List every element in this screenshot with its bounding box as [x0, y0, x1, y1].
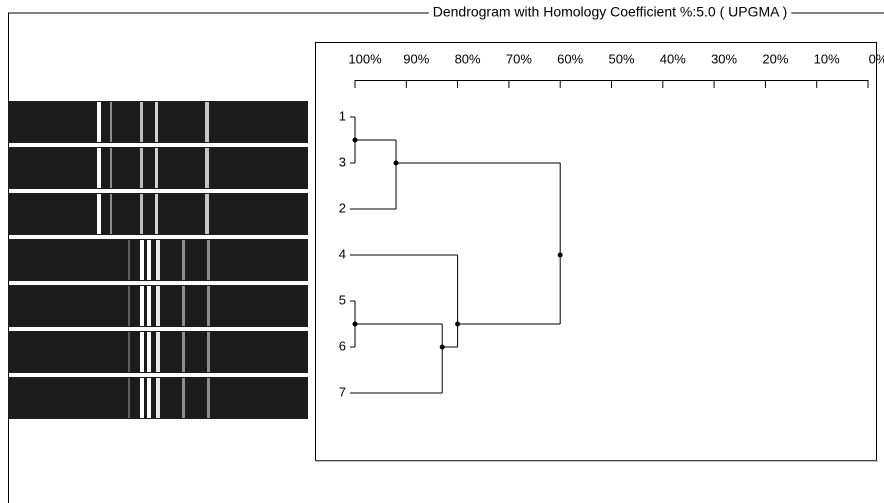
gel-band — [128, 286, 130, 326]
gel-band — [207, 240, 210, 280]
gel-band — [128, 378, 130, 418]
gel-band — [147, 378, 151, 418]
leaf-label: 2 — [339, 200, 346, 215]
gel-band — [156, 378, 160, 418]
x-tick-label: 0% — [869, 51, 884, 66]
gel-band — [128, 240, 130, 280]
x-tick-label: 10% — [814, 51, 840, 66]
gel-band — [110, 102, 112, 142]
gel-band — [205, 102, 209, 142]
gel-band — [182, 240, 185, 280]
gel-band — [182, 286, 185, 326]
gel-band — [155, 194, 158, 234]
gel-band — [140, 194, 143, 234]
gel-band — [205, 194, 209, 234]
gel-band — [97, 194, 101, 234]
gel-band — [207, 332, 210, 372]
gel-band — [140, 378, 144, 418]
x-tick-label: 30% — [711, 51, 737, 66]
gel-band — [110, 194, 112, 234]
x-tick-label: 90% — [403, 51, 429, 66]
gel-band — [155, 102, 158, 142]
gel-band — [97, 148, 101, 188]
gel-band — [156, 286, 160, 326]
gel-band — [147, 332, 151, 372]
leaf-label: 7 — [339, 384, 346, 399]
x-tick-label: 40% — [660, 51, 686, 66]
x-tick-label: 20% — [762, 51, 788, 66]
title-background — [428, 3, 792, 20]
gel-band — [147, 286, 151, 326]
plot-box — [315, 42, 877, 461]
gel-band — [207, 286, 210, 326]
chart-title: Dendrogram with Homology Coefficient %:5… — [433, 4, 788, 20]
gel-band — [155, 148, 158, 188]
gel-band — [182, 378, 185, 418]
x-tick-label: 50% — [608, 51, 634, 66]
leaf-label: 5 — [339, 292, 346, 307]
gel-band — [147, 240, 151, 280]
gel-band — [110, 148, 112, 188]
gel-band — [140, 102, 143, 142]
x-tick-label: 100% — [348, 51, 382, 66]
gel-band — [97, 102, 101, 142]
leaf-label: 1 — [339, 108, 346, 123]
gel-band — [156, 240, 160, 280]
merge-node — [557, 252, 563, 258]
leaf-label: 3 — [339, 154, 346, 169]
x-tick-label: 70% — [506, 51, 532, 66]
gel-band — [207, 378, 210, 418]
gel-band — [205, 148, 209, 188]
leaf-label: 4 — [339, 246, 346, 261]
gel-band — [140, 332, 144, 372]
x-tick-label: 80% — [455, 51, 481, 66]
leaf-label: 6 — [339, 338, 346, 353]
gel-band — [156, 332, 160, 372]
x-tick-label: 60% — [557, 51, 583, 66]
gel-band — [140, 240, 144, 280]
gel-band — [182, 332, 185, 372]
gel-band — [140, 286, 144, 326]
gel-image — [8, 101, 308, 419]
gel-band — [140, 148, 143, 188]
gel-band — [128, 332, 130, 372]
